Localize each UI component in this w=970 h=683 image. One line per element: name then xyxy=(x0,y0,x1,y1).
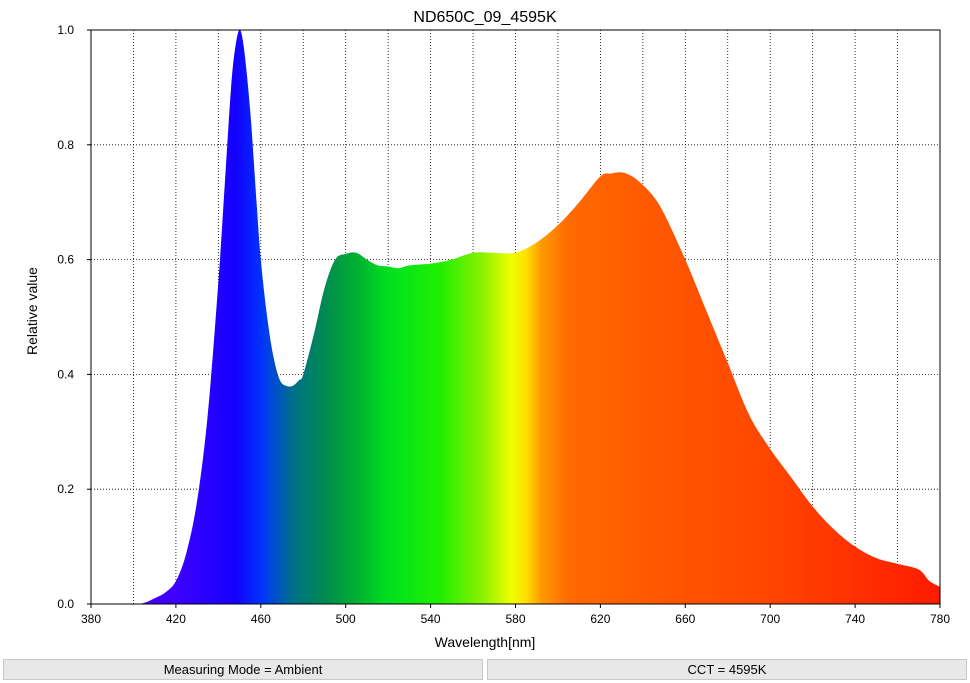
y-axis-title: Relative value xyxy=(24,267,40,355)
x-axis-title: Wavelength[nm] xyxy=(435,634,536,650)
x-tick-label: 660 xyxy=(675,612,695,626)
x-tick-label: 580 xyxy=(505,612,525,626)
y-axis-ticks: 0.0 0.2 0.4 0.6 0.8 1.0 xyxy=(57,23,91,611)
status-bar: Measuring Mode = Ambient CCT = 4595K xyxy=(0,657,970,683)
spectrum-area xyxy=(91,30,940,604)
x-tick-label: 620 xyxy=(590,612,610,626)
x-tick-label: 540 xyxy=(421,612,441,626)
cct-field: CCT = 4595K xyxy=(487,659,967,680)
y-tick-label: 0.4 xyxy=(57,367,74,381)
x-axis-ticks: 380 420 460 500 540 580 620 660 700 740 780 xyxy=(81,604,950,626)
x-tick-label: 500 xyxy=(336,612,356,626)
x-tick-label: 780 xyxy=(930,612,950,626)
y-tick-label: 1.0 xyxy=(57,23,74,37)
x-tick-label: 380 xyxy=(81,612,101,626)
y-tick-label: 0.0 xyxy=(57,597,74,611)
x-tick-label: 740 xyxy=(845,612,865,626)
measuring-mode-field: Measuring Mode = Ambient xyxy=(3,659,483,680)
y-tick-label: 0.8 xyxy=(57,138,74,152)
x-tick-label: 700 xyxy=(760,612,780,626)
x-tick-label: 420 xyxy=(166,612,186,626)
chart-title: ND650C_09_4595K xyxy=(413,9,557,26)
x-tick-label: 460 xyxy=(251,612,271,626)
spectrum-chart: ND650C_09_4595K 380 420 460 500 540 580 620 660… xyxy=(24,9,950,650)
y-tick-label: 0.2 xyxy=(57,482,74,496)
y-tick-label: 0.6 xyxy=(57,253,74,267)
